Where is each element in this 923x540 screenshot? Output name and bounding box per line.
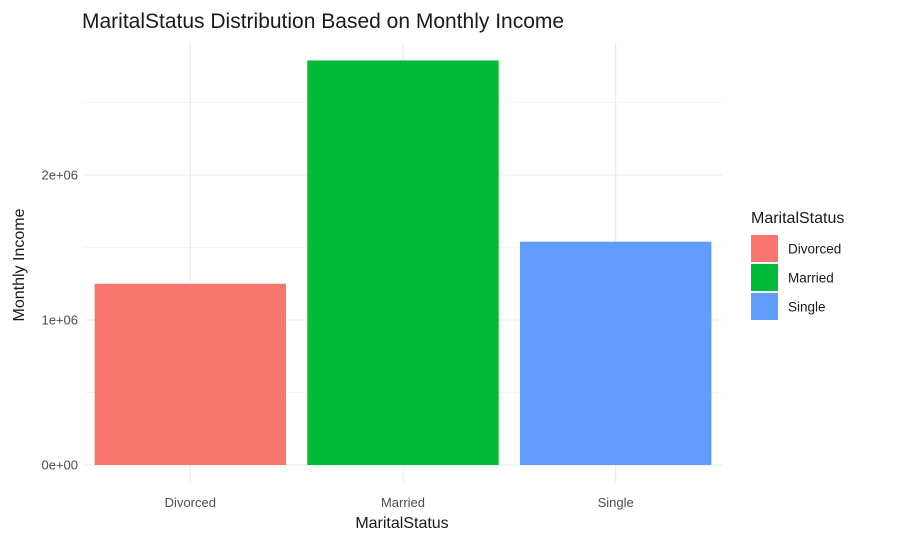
y-tick-label: 1e+06	[41, 313, 78, 328]
y-tick-label: 2e+06	[41, 168, 78, 183]
legend-label: Married	[788, 271, 834, 286]
bar-single	[519, 241, 712, 465]
legend-key-single	[751, 293, 778, 320]
chart-title: MaritalStatus Distribution Based on Mont…	[82, 10, 564, 33]
bar-divorced	[94, 283, 287, 465]
x-tick-label: Single	[598, 495, 634, 510]
x-tick-label: Divorced	[165, 495, 216, 510]
legend-key-divorced	[751, 235, 778, 262]
y-axis-ticks: 0e+00 1e+06 2e+06	[41, 168, 78, 473]
x-axis-ticks: Divorced Married Single	[165, 495, 634, 510]
y-axis-title: Monthly Income	[11, 208, 28, 321]
y-tick-label: 0e+00	[41, 458, 78, 473]
legend-label: Divorced	[788, 242, 841, 257]
x-axis-title: MaritalStatus	[355, 515, 448, 532]
bars	[94, 60, 712, 465]
x-tick-label: Married	[381, 495, 425, 510]
legend-label: Single	[788, 300, 826, 315]
legend: MaritalStatus Divorced Married Single	[751, 210, 844, 320]
bar-married	[307, 60, 499, 465]
legend-items: Divorced Married Single	[751, 235, 841, 320]
plot-panel	[84, 43, 722, 482]
legend-title: MaritalStatus	[751, 210, 844, 227]
legend-key-married	[751, 264, 778, 291]
